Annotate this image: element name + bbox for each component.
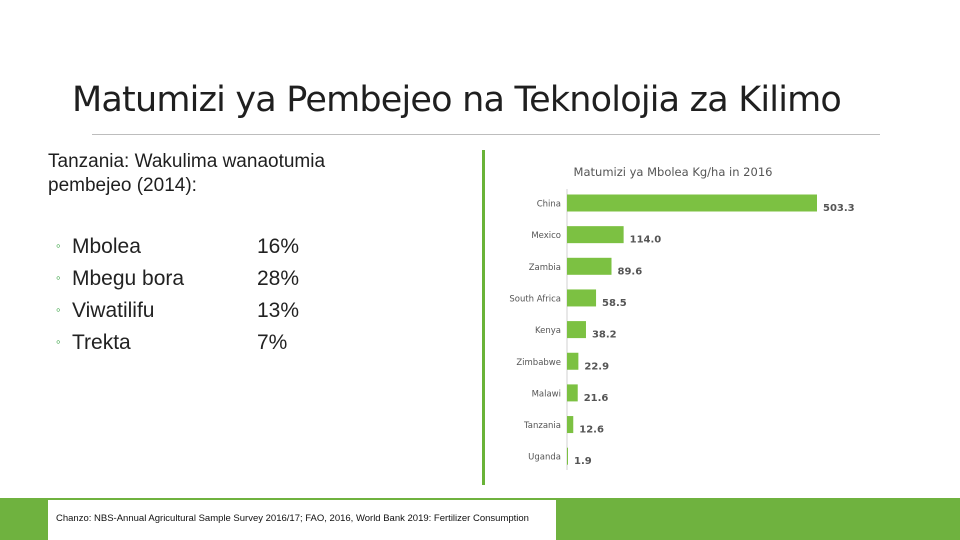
category-label: China <box>537 200 561 210</box>
bar <box>567 226 624 244</box>
inputs-subtitle: Tanzania: Wakulima wanaotumia pembejeo (… <box>48 151 326 196</box>
value-label: 114.0 <box>630 235 662 246</box>
list-item: ◦ Viwatilifu 13% <box>56 296 299 328</box>
value-label: 503.3 <box>823 203 855 214</box>
bullet-icon: ◦ <box>56 334 61 349</box>
category-label: Tanzania <box>523 421 561 431</box>
category-label: Malawi <box>532 389 561 399</box>
input-name: Trekta <box>72 331 131 354</box>
category-label: Mexico <box>531 231 561 241</box>
source-note: Chanzo: NBS-Annual Agricultural Sample S… <box>56 513 529 524</box>
category-label: Zimbabwe <box>516 358 561 368</box>
value-label: 1.9 <box>574 456 592 467</box>
category-label: Zambia <box>529 263 561 273</box>
bar <box>567 447 568 465</box>
value-label: 38.2 <box>592 330 617 341</box>
column-divider <box>482 150 485 485</box>
chart-title: Matumizi ya Mbolea Kg/ha in 2016 <box>574 165 773 179</box>
bullet-icon: ◦ <box>56 238 61 253</box>
input-percent: 13% <box>257 299 300 322</box>
input-name: Viwatilifu <box>72 299 155 322</box>
value-label: 12.6 <box>579 425 604 436</box>
category-label: Uganda <box>528 453 561 463</box>
value-label: 58.5 <box>602 298 627 309</box>
input-name: Mbolea <box>72 235 141 258</box>
input-percent: 16% <box>257 235 300 258</box>
bar <box>567 257 612 275</box>
list-item: ◦ Mbegu bora 28% <box>56 264 299 296</box>
bar <box>567 352 579 370</box>
input-name: Mbegu bora <box>72 267 185 290</box>
bar <box>567 194 817 212</box>
list-item: ◦ Mbolea 16% <box>56 232 299 264</box>
category-label: Kenya <box>535 326 561 336</box>
footer-source-box <box>48 500 556 540</box>
category-label: South Africa <box>509 294 561 304</box>
bullet-icon: ◦ <box>56 270 61 285</box>
value-label: 89.6 <box>618 266 643 277</box>
value-label: 22.9 <box>584 361 609 372</box>
bar <box>567 384 578 402</box>
bar <box>567 416 574 434</box>
slide-title: Matumizi ya Pembejeo na Teknolojia za Ki… <box>72 80 842 120</box>
value-label: 21.6 <box>584 393 609 404</box>
bar <box>567 321 586 339</box>
bar <box>567 289 597 307</box>
inputs-list: ◦ Mbolea 16% ◦ Mbegu bora 28% ◦ Viwatilifu 13%… <box>56 232 299 360</box>
input-percent: 7% <box>257 331 288 354</box>
input-percent: 28% <box>257 267 300 290</box>
list-item: ◦ Trekta 7% <box>56 328 299 360</box>
bullet-icon: ◦ <box>56 302 61 317</box>
title-underline <box>92 134 880 135</box>
